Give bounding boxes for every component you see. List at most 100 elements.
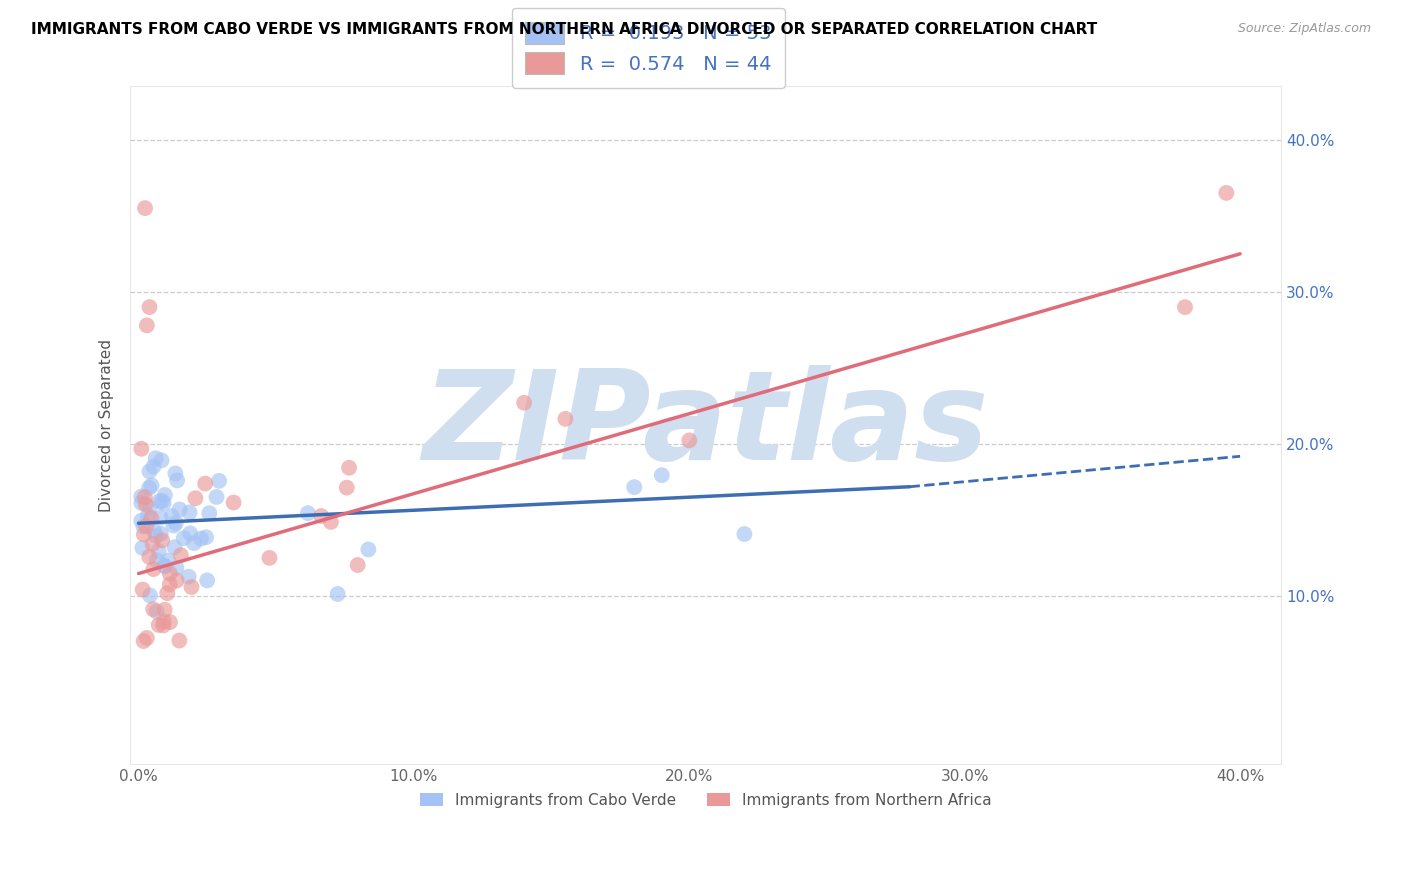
Point	[346, 558, 368, 572]
Text: IMMIGRANTS FROM CABO VERDE VS IMMIGRANTS FROM NORTHERN AFRICA DIVORCED OR SEPARA: IMMIGRANTS FROM CABO VERDE VS IMMIGRANTS…	[31, 22, 1097, 37]
Point	[319, 515, 342, 529]
Y-axis label: Divorced or Separated: Divorced or Separated	[100, 339, 114, 512]
Point	[170, 548, 193, 562]
Point	[554, 412, 576, 426]
Point	[150, 533, 173, 548]
Point	[159, 566, 181, 581]
Point	[142, 459, 165, 474]
Point	[145, 605, 167, 619]
Point	[153, 559, 176, 574]
Point	[159, 615, 181, 629]
Point	[160, 509, 183, 524]
Point	[153, 488, 176, 502]
Point	[138, 500, 160, 515]
Point	[165, 516, 187, 530]
Point	[326, 587, 349, 601]
Point	[142, 524, 165, 538]
Point	[309, 508, 332, 523]
Point	[733, 527, 755, 541]
Point	[153, 558, 176, 573]
Point	[136, 508, 159, 523]
Point	[166, 474, 188, 488]
Point	[222, 495, 245, 509]
Point	[138, 549, 160, 564]
Point	[131, 514, 153, 528]
Point	[153, 615, 176, 629]
Point	[131, 541, 153, 555]
Point	[651, 468, 673, 483]
Text: Source: ZipAtlas.com: Source: ZipAtlas.com	[1237, 22, 1371, 36]
Point	[162, 518, 184, 533]
Point	[163, 540, 186, 554]
Point	[297, 506, 319, 520]
Point	[142, 602, 165, 616]
Point	[145, 451, 167, 466]
Point	[150, 494, 173, 508]
Point	[190, 532, 212, 546]
Point	[135, 631, 157, 645]
Point	[135, 497, 157, 511]
Point	[169, 502, 191, 516]
Point	[138, 300, 160, 314]
Point	[142, 562, 165, 576]
Point	[159, 577, 181, 591]
Point	[145, 529, 167, 543]
Point	[131, 496, 153, 510]
Point	[156, 586, 179, 600]
Point	[157, 553, 180, 567]
Point	[141, 511, 163, 525]
Point	[179, 526, 201, 541]
Point	[513, 396, 536, 410]
Point	[132, 519, 155, 533]
Point	[153, 603, 176, 617]
Point	[135, 519, 157, 533]
Text: ZIPatlas: ZIPatlas	[423, 365, 988, 485]
Point	[131, 442, 153, 456]
Point	[148, 494, 170, 508]
Point	[166, 574, 188, 588]
Point	[141, 478, 163, 492]
Point	[179, 505, 201, 519]
Point	[169, 633, 191, 648]
Point	[142, 537, 165, 551]
Point	[1174, 300, 1197, 314]
Point	[132, 634, 155, 648]
Point	[150, 453, 173, 467]
Point	[134, 201, 156, 215]
Point	[337, 460, 360, 475]
Point	[194, 476, 217, 491]
Point	[134, 491, 156, 505]
Point	[131, 582, 153, 597]
Point	[165, 561, 187, 575]
Point	[195, 574, 218, 588]
Point	[357, 542, 380, 557]
Point	[208, 474, 231, 488]
Legend: Immigrants from Cabo Verde, Immigrants from Northern Africa: Immigrants from Cabo Verde, Immigrants f…	[413, 787, 998, 814]
Point	[259, 550, 281, 565]
Point	[131, 490, 153, 504]
Point	[132, 527, 155, 541]
Point	[205, 490, 228, 504]
Point	[165, 467, 187, 481]
Point	[138, 465, 160, 479]
Point	[173, 531, 195, 545]
Point	[139, 588, 162, 602]
Point	[149, 526, 172, 541]
Point	[1215, 186, 1237, 200]
Point	[184, 491, 207, 506]
Point	[152, 496, 174, 510]
Point	[177, 570, 200, 584]
Point	[152, 618, 174, 632]
Point	[678, 434, 700, 448]
Point	[148, 544, 170, 558]
Point	[138, 481, 160, 495]
Point	[135, 318, 157, 333]
Point	[149, 510, 172, 524]
Point	[623, 480, 645, 494]
Point	[145, 553, 167, 567]
Point	[148, 618, 170, 632]
Point	[198, 506, 221, 520]
Point	[195, 530, 218, 544]
Point	[336, 481, 359, 495]
Point	[180, 580, 202, 594]
